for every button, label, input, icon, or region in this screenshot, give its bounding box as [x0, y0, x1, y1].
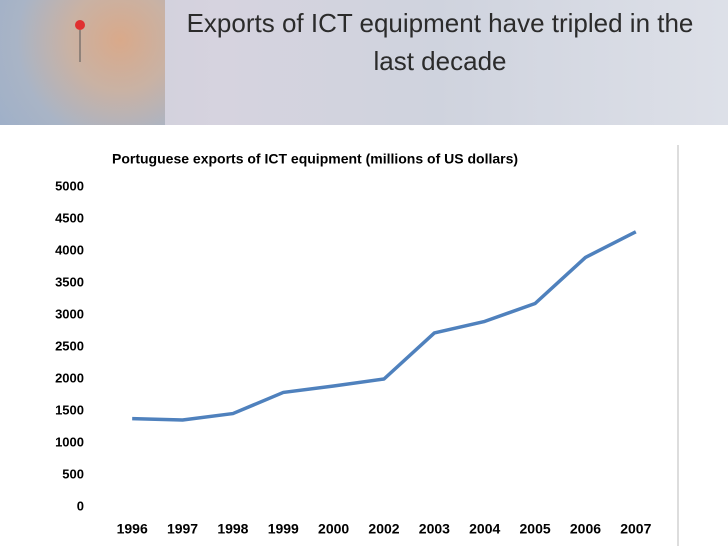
map-pin: [75, 20, 85, 30]
y-tick-label: 3000: [55, 306, 84, 321]
y-tick-label: 2500: [55, 338, 84, 353]
y-tick-label: 500: [62, 466, 84, 481]
slide-title: Exports of ICT equipment have tripled in…: [186, 8, 694, 76]
data-line: [132, 230, 637, 422]
x-tick-label: 2003: [419, 521, 450, 537]
x-tick-label: 1996: [117, 521, 148, 537]
y-tick-label: 1500: [55, 402, 84, 417]
x-tick-label: 2004: [469, 521, 500, 537]
y-tick-label: 0: [77, 498, 84, 513]
chart-title: Portuguese exports of ICT equipment (mil…: [112, 151, 518, 167]
x-tick-label: 2007: [620, 521, 651, 537]
y-tick-label: 1000: [55, 434, 84, 449]
y-tick-label: 2000: [55, 370, 84, 385]
x-tick-label: 2002: [368, 521, 399, 537]
header-banner: [0, 0, 728, 125]
y-tick-label: 4500: [55, 210, 84, 225]
y-tick-label: 4000: [55, 242, 84, 257]
y-tick-label: 3500: [55, 274, 84, 289]
y-tick-label: 5000: [55, 178, 84, 193]
x-tick-label: 2006: [570, 521, 601, 537]
x-tick-label: 2000: [318, 521, 349, 537]
x-tick-label: 1998: [217, 521, 248, 537]
x-tick-label: 1997: [167, 521, 198, 537]
x-tick-label: 1999: [268, 521, 299, 537]
x-tick-label: 2005: [520, 521, 551, 537]
